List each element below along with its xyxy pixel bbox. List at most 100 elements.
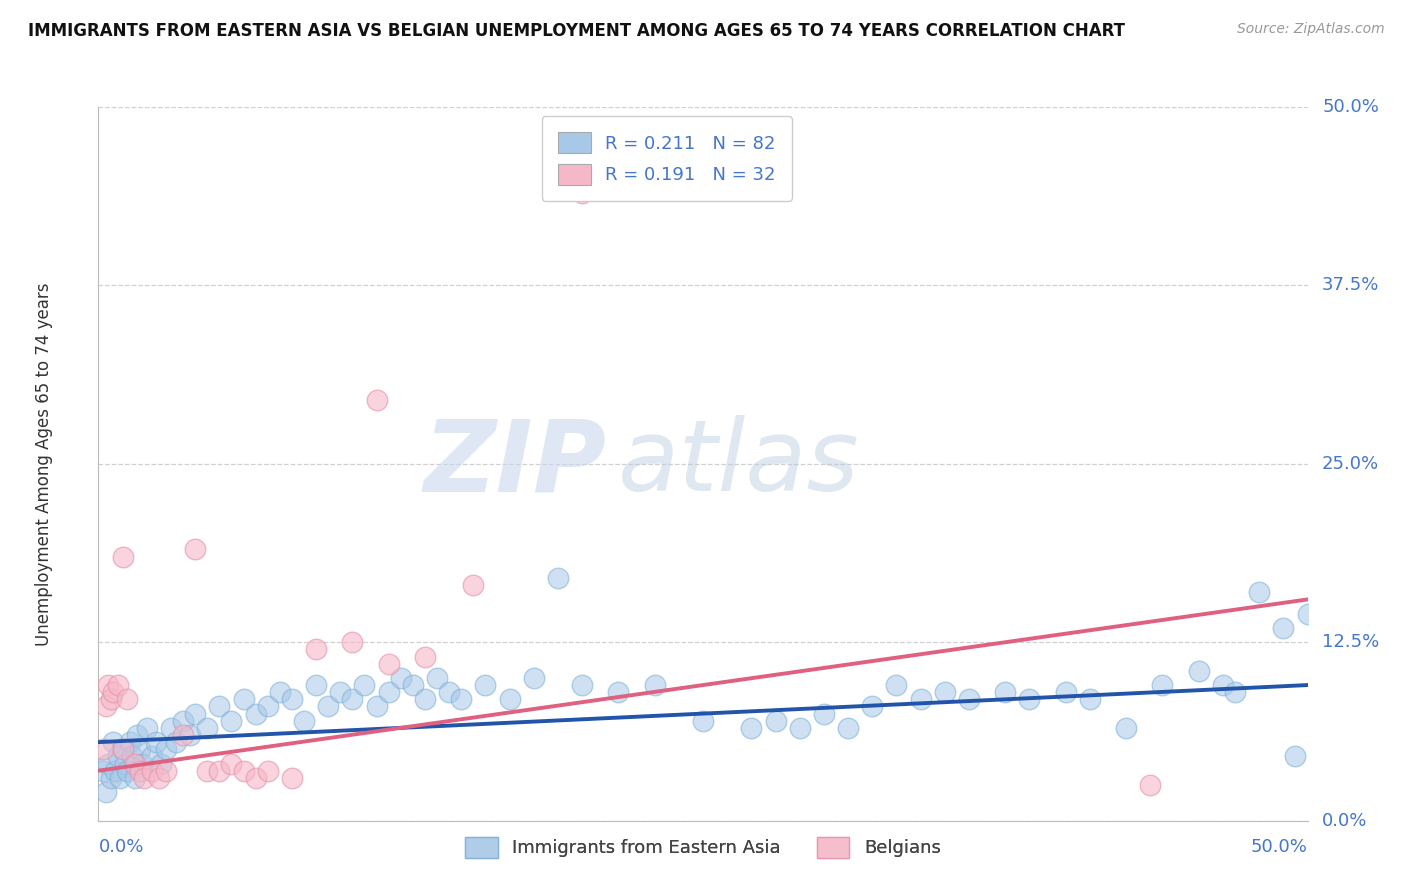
Point	[523, 671, 546, 685]
Point	[789, 721, 811, 735]
Point	[1249, 585, 1271, 599]
Point	[607, 685, 630, 699]
Point	[571, 186, 593, 200]
Point	[366, 392, 388, 407]
Text: 12.5%: 12.5%	[1322, 633, 1379, 651]
Point	[114, 756, 136, 771]
Point	[498, 692, 520, 706]
Point	[172, 728, 194, 742]
Point	[402, 678, 425, 692]
Point	[366, 699, 388, 714]
Point	[195, 721, 218, 735]
Point	[232, 692, 254, 706]
Point	[208, 764, 231, 778]
Point	[813, 706, 835, 721]
Point	[957, 692, 980, 706]
Point	[118, 735, 141, 749]
Point	[101, 735, 124, 749]
Text: Source: ZipAtlas.com: Source: ZipAtlas.com	[1237, 22, 1385, 37]
Text: Unemployment Among Ages 65 to 74 years: Unemployment Among Ages 65 to 74 years	[35, 282, 53, 646]
Point	[377, 685, 399, 699]
Point	[117, 764, 139, 778]
Point	[1054, 685, 1077, 699]
Point	[131, 756, 153, 771]
Point	[281, 771, 304, 785]
Point	[910, 692, 932, 706]
Point	[117, 692, 139, 706]
Point	[127, 728, 149, 742]
Point	[155, 764, 177, 778]
Point	[377, 657, 399, 671]
Point	[886, 678, 908, 692]
Point	[97, 756, 120, 771]
Point	[141, 749, 163, 764]
Point	[135, 721, 157, 735]
Point	[107, 749, 129, 764]
Point	[221, 756, 243, 771]
Text: IMMIGRANTS FROM EASTERN ASIA VS BELGIAN UNEMPLOYMENT AMONG AGES 65 TO 74 YEARS C: IMMIGRANTS FROM EASTERN ASIA VS BELGIAN …	[28, 22, 1125, 40]
Point	[232, 764, 254, 778]
Point	[94, 785, 117, 799]
Point	[1188, 664, 1211, 678]
Legend: Immigrants from Eastern Asia, Belgians: Immigrants from Eastern Asia, Belgians	[458, 830, 948, 865]
Point	[860, 699, 883, 714]
Point	[121, 749, 143, 764]
Point	[281, 692, 304, 706]
Point	[245, 771, 267, 785]
Point	[342, 635, 364, 649]
Point	[1078, 692, 1101, 706]
Text: 50.0%: 50.0%	[1251, 838, 1308, 856]
Point	[1223, 685, 1246, 699]
Point	[101, 685, 124, 699]
Text: ZIP: ZIP	[423, 416, 606, 512]
Point	[111, 549, 134, 564]
Point	[316, 699, 339, 714]
Point	[437, 685, 460, 699]
Text: 0.0%: 0.0%	[98, 838, 143, 856]
Point	[463, 578, 485, 592]
Point	[145, 735, 167, 749]
Point	[547, 571, 569, 585]
Point	[644, 678, 666, 692]
Point	[124, 771, 146, 785]
Point	[413, 692, 436, 706]
Point	[305, 678, 328, 692]
Point	[1284, 749, 1306, 764]
Point	[474, 678, 496, 692]
Point	[100, 692, 122, 706]
Text: 25.0%: 25.0%	[1322, 455, 1379, 473]
Point	[111, 742, 134, 756]
Point	[148, 771, 170, 785]
Point	[256, 764, 278, 778]
Text: 50.0%: 50.0%	[1322, 98, 1379, 116]
Point	[184, 542, 207, 557]
Point	[329, 685, 352, 699]
Point	[104, 764, 127, 778]
Point	[1272, 621, 1295, 635]
Point	[111, 742, 134, 756]
Point	[292, 714, 315, 728]
Text: atlas: atlas	[619, 416, 860, 512]
Point	[269, 685, 291, 699]
Point	[195, 764, 218, 778]
Point	[245, 706, 267, 721]
Point	[934, 685, 956, 699]
Point	[100, 771, 122, 785]
Point	[256, 699, 278, 714]
Point	[353, 678, 375, 692]
Point	[91, 742, 114, 756]
Point	[141, 764, 163, 778]
Point	[1152, 678, 1174, 692]
Point	[571, 678, 593, 692]
Point	[413, 649, 436, 664]
Point	[1296, 607, 1319, 621]
Point	[1212, 678, 1234, 692]
Point	[165, 735, 187, 749]
Point	[91, 764, 114, 778]
Point	[94, 699, 117, 714]
Point	[134, 771, 156, 785]
Point	[1018, 692, 1040, 706]
Point	[389, 671, 412, 685]
Point	[179, 728, 201, 742]
Point	[107, 678, 129, 692]
